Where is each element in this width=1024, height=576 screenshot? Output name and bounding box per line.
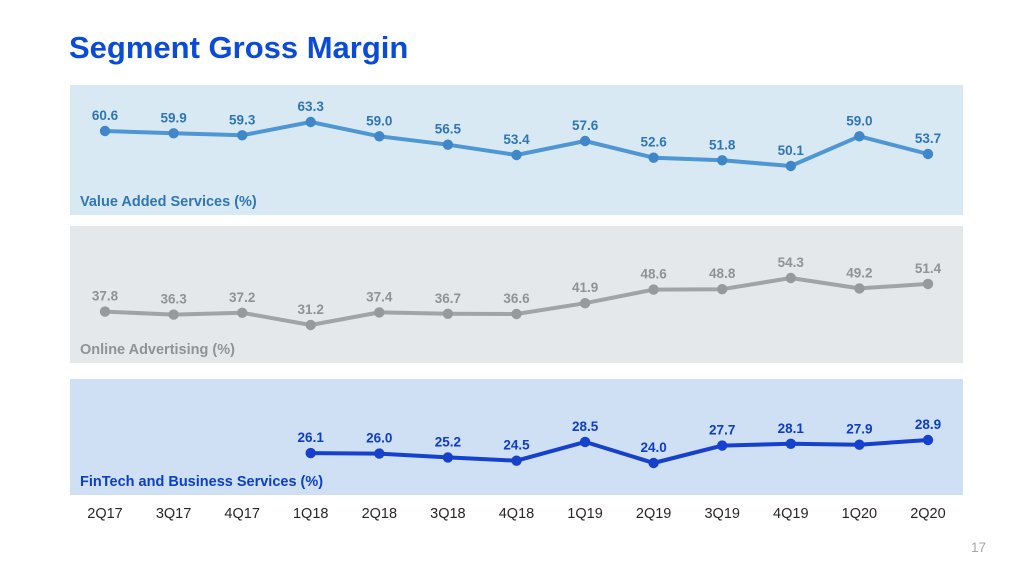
data-point-label: 53.7 [915,131,941,146]
data-point-label: 51.4 [915,261,942,276]
series-label-fintech-business-services: FinTech and Business Services (%) [80,474,324,490]
data-point-label: 51.8 [709,137,736,152]
data-point-label: 27.9 [846,422,872,437]
x-axis-label: 2Q17 [87,506,123,522]
data-point-label: 25.2 [435,434,461,449]
data-point-label: 31.2 [298,302,324,317]
series-label-value-added-services: Value Added Services (%) [80,194,257,210]
data-point-marker [579,298,591,309]
data-point-label: 41.9 [572,280,598,295]
data-point-marker [854,439,865,450]
data-point-marker [168,309,179,320]
data-point-label: 59.0 [366,113,392,128]
data-point-label: 63.3 [298,99,325,114]
data-point-label: 26.0 [366,431,392,446]
value-added-services-line-chart: 60.6 59.9 59.3 63.3 59.0 56.5 53.4 57.6 52.6 51.8… [92,99,941,172]
data-point-label: 26.1 [298,430,325,445]
data-point-label: 48.8 [709,266,736,281]
data-point-label: 60.6 [92,108,119,123]
data-point-marker [168,128,179,139]
x-axis-label: 1Q19 [567,506,603,522]
x-axis-label: 3Q17 [155,506,192,522]
data-point-marker [442,452,454,463]
x-axis-label: 2Q19 [635,506,672,522]
x-axis-label: 3Q18 [430,506,466,522]
data-point-marker [305,319,316,331]
x-axis-label: 4Q17 [224,506,260,522]
data-point-label: 36.3 [160,292,187,307]
x-axis-label: 3Q19 [704,506,740,522]
data-point-label: 24.0 [640,440,666,455]
chart-band-fintech-business-services: 26.1 26.0 25.2 24.5 28.5 24.0 27.7 28.1 27.9 28.9… [70,379,963,495]
page-title: Segment Gross Margin [69,30,409,65]
data-point-marker [648,152,659,163]
data-point-marker [237,130,248,141]
x-axis-label: 1Q18 [292,506,329,522]
data-point-marker [511,308,522,320]
page-number: 17 [970,540,986,555]
data-point-label: 37.4 [366,289,393,304]
data-point-marker [442,308,454,319]
data-point-label: 28.5 [572,419,599,434]
data-point-marker [717,440,728,451]
data-point-label: 52.6 [640,135,667,150]
data-point-label: 53.4 [503,132,530,147]
data-point-marker [922,148,934,160]
data-point-marker [237,307,248,318]
data-point-label: 50.1 [778,143,805,158]
data-point-marker [579,135,591,147]
data-point-marker [785,160,796,172]
data-point-label: 59.3 [229,112,256,127]
data-point-marker [374,307,385,318]
x-axis-label: 2Q18 [361,506,398,522]
fintech-business-services-line-chart: 26.1 26.0 25.2 24.5 28.5 24.0 27.7 28.1 27.9 28.9 [298,417,941,469]
data-point-label: 48.6 [640,267,667,282]
data-point-marker [854,131,865,142]
data-point-marker [785,272,796,284]
chart-band-online-advertising: 37.8 36.3 37.2 31.2 37.4 36.7 36.6 41.9 48.6 48.8… [70,226,963,363]
data-point-label: 36.6 [503,291,530,306]
series-line [310,438,929,465]
data-point-marker [374,448,385,459]
data-point-label: 27.7 [709,423,735,438]
data-point-marker [922,278,934,290]
data-point-label: 37.2 [229,290,255,305]
data-point-marker [648,457,659,469]
data-point-marker [99,306,111,317]
data-point-marker [374,131,385,142]
data-point-label: 54.3 [778,255,805,270]
data-point-label: 56.5 [435,122,462,137]
data-point-marker [305,116,316,128]
data-point-marker [579,436,591,448]
x-axis: 2Q17 3Q17 4Q17 1Q18 2Q18 3Q18 4Q18 1Q19 2Q19 3Q19… [0,506,1024,526]
x-axis-label: 4Q19 [773,506,809,522]
data-point-label: 37.8 [92,289,119,304]
data-point-marker [717,155,728,166]
data-point-marker [511,455,522,466]
data-point-marker [99,125,111,137]
data-point-label: 36.7 [435,291,461,306]
data-point-marker [648,284,659,295]
series-label-online-advertising: Online Advertising (%) [80,342,235,358]
data-point-marker [511,149,522,161]
data-point-label: 59.0 [846,113,872,128]
data-point-marker [854,283,865,294]
data-point-label: 28.9 [915,417,941,432]
x-axis-label: 1Q20 [841,506,878,522]
data-point-label: 49.2 [846,265,872,280]
data-point-label: 57.6 [572,118,599,133]
online-advertising-line-chart: 37.8 36.3 37.2 31.2 37.4 36.7 36.6 41.9 48.6 48.8… [92,255,942,331]
data-point-marker [442,139,454,150]
data-point-label: 28.1 [778,421,805,436]
data-point-marker [717,284,728,295]
data-point-label: 59.9 [160,110,186,125]
data-point-marker [922,434,934,446]
x-axis-label: 2Q20 [910,506,946,522]
data-point-marker [785,438,796,449]
data-point-marker [305,447,316,459]
x-axis-label: 4Q18 [498,506,535,522]
chart-band-value-added-services: 60.6 59.9 59.3 63.3 59.0 56.5 53.4 57.6 52.6 51.8… [70,85,963,215]
data-point-label: 24.5 [503,438,530,453]
